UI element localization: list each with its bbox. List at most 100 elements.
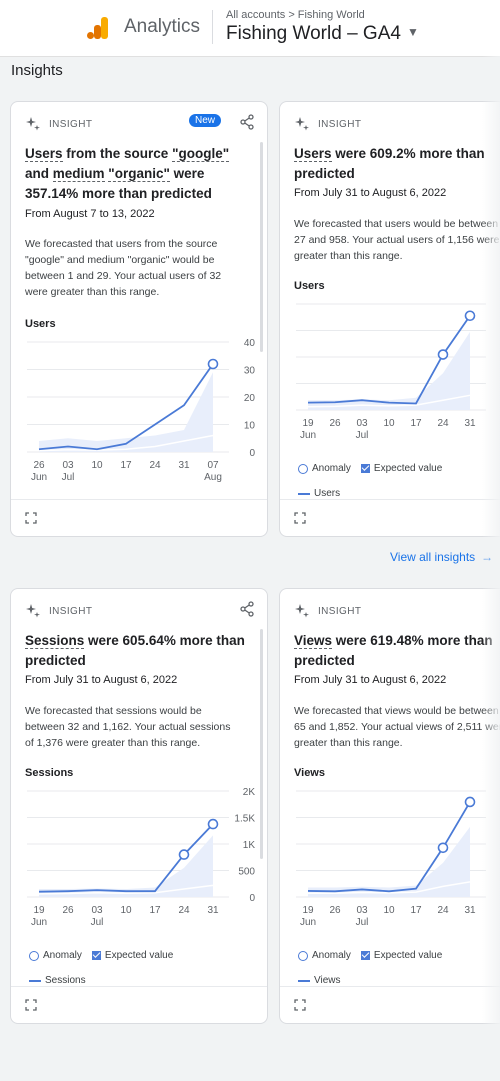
x-tick-label: 17 bbox=[149, 905, 161, 916]
card-scrollbar[interactable] bbox=[260, 629, 263, 859]
series-legend: Sessions bbox=[29, 975, 86, 986]
x-tick-label: 03 bbox=[356, 418, 368, 429]
y-tick-label: 20 bbox=[244, 393, 256, 404]
insight-card[interactable]: INSIGHT Sessions were 605.64% more than … bbox=[10, 588, 268, 1024]
y-tick-label: 0 bbox=[249, 448, 255, 459]
anomaly-legend-icon bbox=[29, 950, 39, 961]
new-badge: New bbox=[189, 114, 222, 127]
breadcrumb-root[interactable]: All accounts bbox=[226, 9, 286, 21]
chart-legend: Anomaly Expected value bbox=[29, 950, 173, 961]
breadcrumb-account[interactable]: Fishing World bbox=[297, 9, 365, 21]
y-tick-label: 500 bbox=[238, 867, 255, 878]
legend-anomaly: Anomaly bbox=[43, 950, 82, 961]
expected-value-line bbox=[38, 884, 214, 895]
top-bar: Analytics All accounts > Fishing World Fis… bbox=[0, 0, 500, 57]
y-tick-label: 2K bbox=[243, 787, 256, 798]
insight-card[interactable]: INSIGHT New Users from the source "googl… bbox=[10, 101, 268, 537]
title-part: "google" bbox=[172, 146, 230, 162]
series-line-icon bbox=[298, 979, 310, 982]
expected-value-line bbox=[308, 881, 471, 894]
expand-icon[interactable] bbox=[25, 999, 37, 1011]
sparkle-icon bbox=[295, 604, 309, 618]
insight-title[interactable]: Users were 609.2% more than predicted bbox=[294, 144, 500, 184]
x-tick-label: 31 bbox=[178, 460, 190, 471]
expand-icon[interactable] bbox=[294, 999, 306, 1011]
share-icon[interactable] bbox=[239, 601, 255, 617]
sparkle-icon bbox=[295, 117, 309, 131]
x-tick-label: 24 bbox=[178, 905, 190, 916]
x-tick-label: 17 bbox=[410, 905, 422, 916]
y-tick-label: 1.5K bbox=[234, 814, 255, 825]
insight-label: INSIGHT bbox=[49, 118, 93, 130]
x-tick-label: 19 bbox=[33, 905, 45, 916]
x-tick-label: 24 bbox=[437, 418, 449, 429]
metric-label: Users bbox=[25, 318, 56, 330]
series-line bbox=[38, 363, 214, 451]
title-part: medium bbox=[52, 166, 105, 182]
legend-series: Sessions bbox=[45, 975, 86, 986]
legend-anomaly: Anomaly bbox=[312, 950, 351, 961]
property-selector[interactable]: Fishing World – GA4 ▼ bbox=[226, 23, 419, 45]
expand-icon[interactable] bbox=[25, 512, 37, 524]
x-tick-label: 26 bbox=[329, 418, 341, 429]
x-tick-label: 24 bbox=[437, 905, 449, 916]
title-part: were 619.48% more than predicted bbox=[294, 633, 493, 668]
insight-card[interactable]: INSIGHT Views were 619.48% more than pre… bbox=[279, 588, 500, 1024]
insight-date: From July 31 to August 6, 2022 bbox=[294, 674, 447, 686]
x-tick-label: 17 bbox=[410, 418, 422, 429]
series-line-icon bbox=[298, 492, 310, 495]
x-tick-label: 26 bbox=[33, 460, 45, 471]
breadcrumb-separator: > bbox=[288, 9, 295, 21]
x-tick-sublabel: Jul bbox=[356, 430, 369, 441]
section-title: Insights bbox=[11, 62, 63, 79]
x-tick-label: 19 bbox=[302, 418, 314, 429]
checkbox-icon[interactable] bbox=[91, 951, 101, 960]
expected-value-line bbox=[307, 394, 471, 408]
expand-icon[interactable] bbox=[294, 512, 306, 524]
series-line-icon bbox=[29, 979, 41, 982]
insight-label: INSIGHT bbox=[318, 605, 362, 617]
title-part: Sessions bbox=[25, 633, 85, 649]
y-tick-label: 10 bbox=[244, 421, 256, 432]
analytics-logo-icon[interactable] bbox=[86, 16, 110, 40]
checkbox-icon[interactable] bbox=[360, 464, 370, 473]
insight-title[interactable]: Users from the source "google" and mediu… bbox=[25, 144, 245, 204]
insight-title[interactable]: Views were 619.48% more than predicted bbox=[294, 631, 500, 671]
x-tick-sublabel: Jul bbox=[62, 472, 75, 483]
dropdown-caret-icon[interactable]: ▼ bbox=[406, 25, 419, 39]
y-tick-label: 0 bbox=[249, 893, 255, 904]
insight-card[interactable]: INSIGHT Users were 609.2% more than pred… bbox=[279, 101, 500, 537]
view-all-insights-link[interactable]: View all insights→ bbox=[390, 550, 493, 564]
card-scrollbar[interactable] bbox=[260, 142, 263, 352]
bottom-edge-fade bbox=[0, 1031, 500, 1081]
legend-series: Views bbox=[314, 975, 341, 986]
x-tick-sublabel: Jun bbox=[300, 430, 316, 441]
breadcrumb[interactable]: All accounts > Fishing World bbox=[226, 9, 365, 21]
header-divider bbox=[212, 10, 213, 44]
anomaly-legend-icon bbox=[298, 463, 308, 474]
metric-label: Views bbox=[294, 767, 325, 779]
checkbox-icon[interactable] bbox=[360, 951, 370, 960]
property-name[interactable]: Fishing World – GA4 bbox=[226, 23, 401, 44]
legend-expected[interactable]: Expected value bbox=[373, 950, 443, 961]
view-all-label[interactable]: View all insights bbox=[390, 550, 476, 564]
x-tick-label: 03 bbox=[91, 905, 103, 916]
y-tick-label: 30 bbox=[244, 366, 256, 377]
chart-legend: Anomaly Expected value bbox=[298, 950, 442, 961]
x-tick-label: 17 bbox=[120, 460, 132, 471]
x-tick-label: 10 bbox=[120, 905, 132, 916]
title-part: "organic" bbox=[108, 166, 170, 182]
series-legend: Views bbox=[298, 975, 341, 986]
legend-expected[interactable]: Expected value bbox=[373, 463, 443, 474]
insight-title[interactable]: Sessions were 605.64% more than predicte… bbox=[25, 631, 245, 671]
title-part: were 609.2% more than predicted bbox=[294, 146, 485, 181]
legend-expected[interactable]: Expected value bbox=[104, 950, 174, 961]
x-tick-label: 10 bbox=[91, 460, 103, 471]
title-part: Users bbox=[294, 146, 332, 162]
insight-body: We forecasted that sessions would be bet… bbox=[25, 705, 231, 749]
share-icon[interactable] bbox=[239, 114, 255, 130]
x-tick-label: 31 bbox=[464, 905, 476, 916]
